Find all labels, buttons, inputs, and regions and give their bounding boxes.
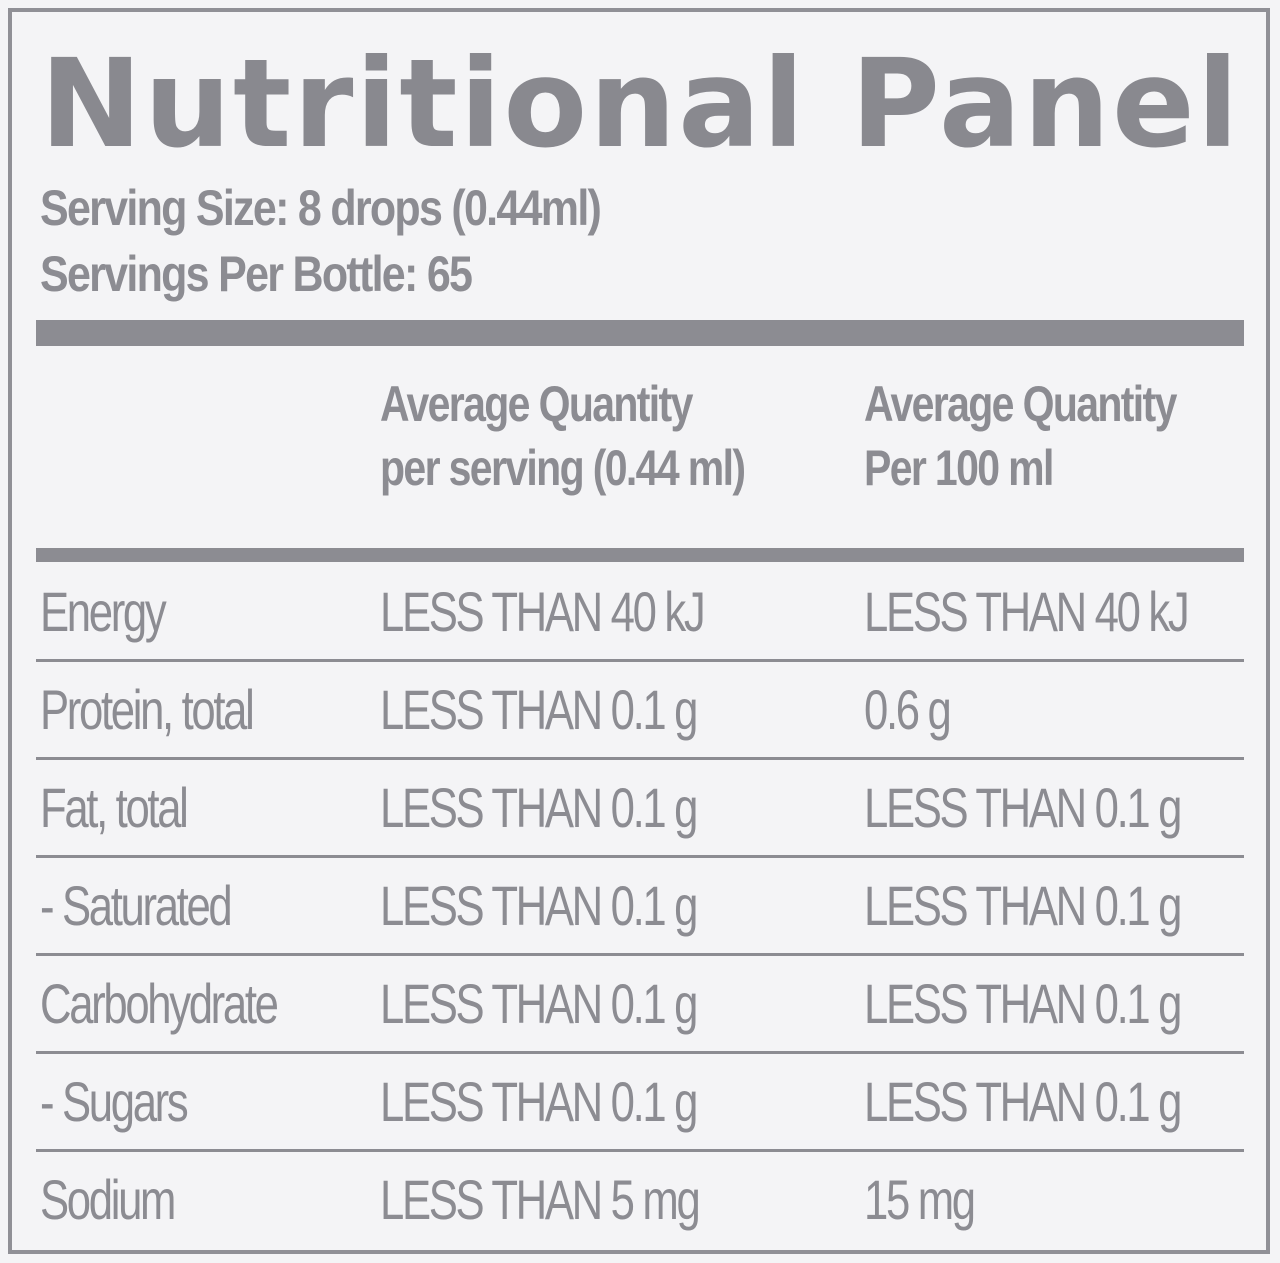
per-100ml-value: 0.6 g <box>864 678 952 741</box>
column-header-per-100ml-line2: Per 100 ml <box>864 440 1054 496</box>
nutrient-name: - Sugars <box>40 1070 189 1133</box>
per-100ml-value: LESS THAN 0.1 g <box>864 1070 1182 1133</box>
table-header-divider <box>36 548 1244 562</box>
nutrient-name: Sodium <box>40 1168 176 1231</box>
per-100ml-value: LESS THAN 0.1 g <box>864 874 1182 937</box>
table-row-energy: Energy LESS THAN 40 kJ LESS THAN 40 kJ <box>36 564 1244 662</box>
panel-title: Nutritional Panel <box>40 33 1241 175</box>
nutrient-name: Protein, total <box>40 678 255 741</box>
per-100ml-value: LESS THAN 40 kJ <box>864 580 1190 643</box>
column-header-per-serving-line1: Average Quantity <box>380 376 693 432</box>
column-header-per-serving-line2: per serving (0.44 ml) <box>380 440 746 496</box>
servings-per-bottle: Servings Per Bottle: 65 <box>40 246 473 302</box>
nutrient-name: Fat, total <box>40 776 189 839</box>
table-row-carbohydrate: Carbohydrate LESS THAN 0.1 g LESS THAN 0… <box>36 956 1244 1054</box>
per-serving-value: LESS THAN 0.1 g <box>380 874 698 937</box>
serving-size: Serving Size: 8 drops (0.44ml) <box>40 180 602 236</box>
per-serving-value: LESS THAN 40 kJ <box>380 580 706 643</box>
nutrition-panel: Nutritional Panel Serving Size: 8 drops … <box>8 8 1270 1254</box>
per-100ml-value: LESS THAN 0.1 g <box>864 972 1182 1035</box>
per-serving-value: LESS THAN 0.1 g <box>380 1070 698 1133</box>
table-row-saturated: - Saturated LESS THAN 0.1 g LESS THAN 0.… <box>36 858 1244 956</box>
nutrient-name: Carbohydrate <box>40 972 279 1035</box>
table-row-fat: Fat, total LESS THAN 0.1 g LESS THAN 0.1… <box>36 760 1244 858</box>
per-serving-value: LESS THAN 5 mg <box>380 1168 701 1231</box>
per-serving-value: LESS THAN 0.1 g <box>380 776 698 839</box>
per-serving-value: LESS THAN 0.1 g <box>380 678 698 741</box>
nutrition-table: Energy LESS THAN 40 kJ LESS THAN 40 kJ P… <box>36 564 1244 1250</box>
column-header-per-serving: Average Quantity per serving (0.44 ml) <box>380 372 746 500</box>
per-100ml-value: 15 mg <box>864 1168 976 1231</box>
column-header-per-100ml-line1: Average Quantity <box>864 376 1177 432</box>
per-100ml-value: LESS THAN 0.1 g <box>864 776 1182 839</box>
per-serving-value: LESS THAN 0.1 g <box>380 972 698 1035</box>
column-header-per-100ml: Average Quantity Per 100 ml <box>864 372 1177 500</box>
table-row-sugars: - Sugars LESS THAN 0.1 g LESS THAN 0.1 g <box>36 1054 1244 1152</box>
table-row-sodium: Sodium LESS THAN 5 mg 15 mg <box>36 1152 1244 1250</box>
header-divider-thick <box>36 320 1244 346</box>
nutrient-name: - Saturated <box>40 874 233 937</box>
nutrient-name: Energy <box>40 580 167 643</box>
table-row-protein: Protein, total LESS THAN 0.1 g 0.6 g <box>36 662 1244 760</box>
